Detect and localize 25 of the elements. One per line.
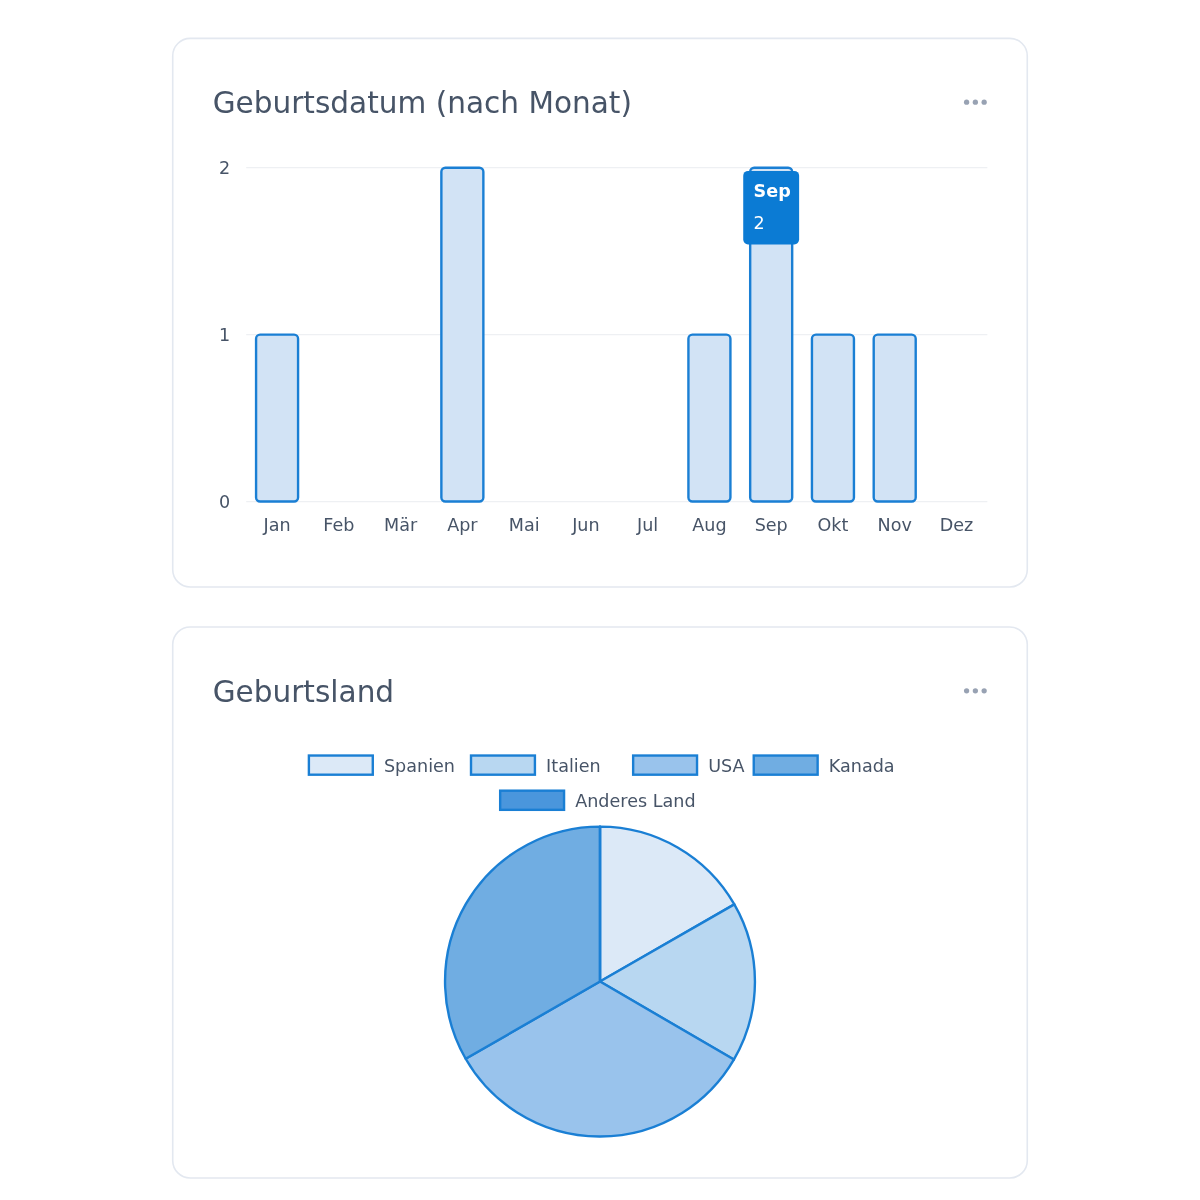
x-tick-label: Nov [877,515,912,536]
legend-label: USA [708,755,745,776]
x-tick-label: Feb [323,515,355,536]
x-tick-label: Mai [508,515,540,536]
y-tick-label: 2 [219,157,231,178]
x-tick-label: Jun [571,515,600,536]
tooltip: Sep 2 [743,170,800,245]
y-tick-label: 0 [219,491,231,512]
legend-label: Anderes Land [575,790,696,811]
chart-title: Geburtsland [212,675,395,710]
legend-label: Kanada [828,755,895,776]
x-tick-label: Apr [447,515,479,536]
x-tick-label: Jul [636,515,659,536]
annotation: Sep [753,181,791,202]
x-tick-label: Mär [384,515,418,536]
x-tick-label: Dez [939,515,974,536]
x-tick-label: Okt [817,515,849,536]
x-tick-label: Jan [262,515,291,536]
y-tick-label: 1 [219,324,231,345]
x-tick-label: Aug [692,515,727,536]
annotation: 2 [753,213,765,234]
legend-label: Italien [546,755,601,776]
legend-label: Spanien [383,755,455,776]
x-tick-label: Sep [754,515,788,536]
chart-title: Geburtsdatum (nach Monat) [212,86,632,121]
